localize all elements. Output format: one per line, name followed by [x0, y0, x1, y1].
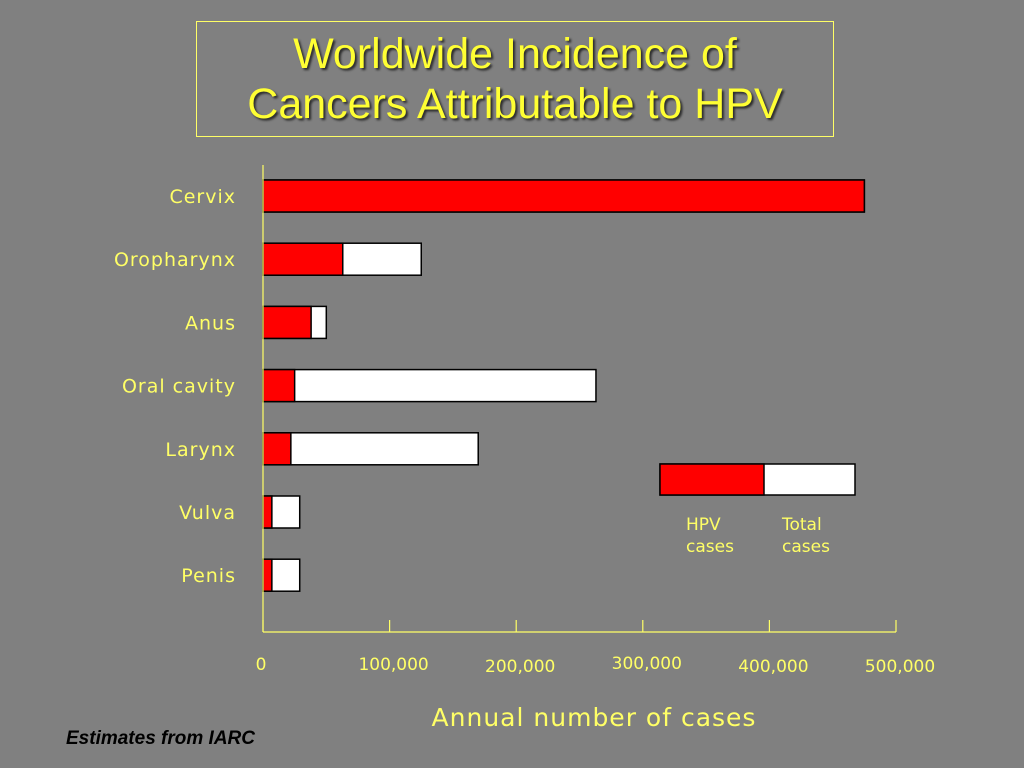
category-label-vulva: Vulva — [179, 502, 236, 524]
category-label-oropharynx: Oropharynx — [114, 249, 236, 271]
x-tick-label: 300,000 — [612, 654, 682, 674]
title-line-2: Cancers Attributable to HPV — [247, 80, 783, 128]
category-label-larynx: Larynx — [165, 439, 236, 461]
legend-label-line2: cases — [686, 537, 734, 557]
axes-group: Cervix Oropharynx Anus Oral cavity Larynx Vul… — [114, 165, 935, 732]
bar-hpv-anus — [262, 305, 312, 340]
x-tick-label: 400,000 — [738, 657, 808, 677]
category-label-oral-cavity: Oral cavity — [122, 376, 236, 398]
title-box: Worldwide Incidence of Cancers Attributa… — [196, 21, 834, 137]
legend-label-line1: Total — [781, 515, 822, 535]
x-tick-label: 100,000 — [358, 655, 428, 675]
bar-total-oral-cavity — [262, 368, 597, 403]
x-tick-label: 200,000 — [485, 657, 555, 677]
legend-label-line2: cases — [782, 537, 830, 557]
category-label-cervix: Cervix — [169, 186, 236, 208]
category-label-anus: Anus — [185, 312, 236, 334]
bar-hpv-penis — [262, 558, 273, 592]
bar-hpv-oropharynx — [262, 242, 344, 276]
bar-hpv-larynx — [262, 432, 292, 466]
bar-hpv-vulva — [262, 495, 273, 529]
x-tick-label: 500,000 — [865, 657, 935, 677]
x-axis-label: Annual number of cases — [432, 703, 757, 732]
title-line-1: Worldwide Incidence of — [293, 30, 737, 78]
bar-hpv-cervix — [262, 179, 866, 213]
category-label-penis: Penis — [181, 565, 236, 587]
bar-total-larynx — [262, 432, 479, 466]
bar-hpv-oral-cavity — [262, 368, 296, 403]
legend-label-line1: HPV — [686, 515, 721, 535]
legend-swatch-hpv — [659, 463, 765, 496]
x-tick-label: 0 — [256, 655, 267, 675]
bars-group — [262, 179, 866, 592]
footnote: Estimates from IARC — [66, 728, 255, 749]
